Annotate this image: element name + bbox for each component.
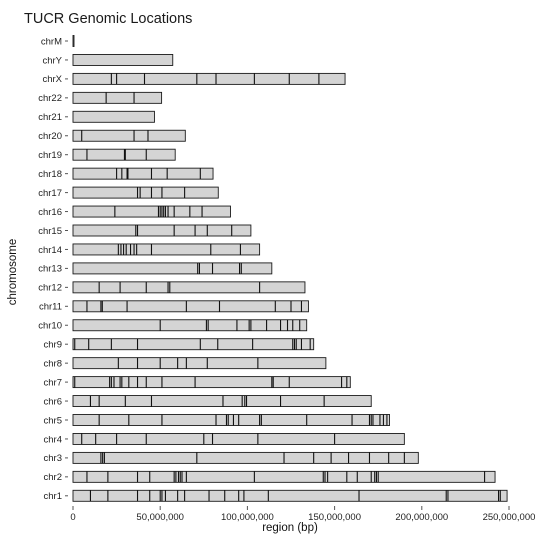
y-tick-label-chrX: chrX <box>42 74 62 85</box>
chromosome-bar-chr17 <box>72 186 219 199</box>
y-tick-label-chr18: chr18 <box>38 169 62 180</box>
chromosome-bar-chr5 <box>72 414 390 426</box>
y-tick-label-chr13: chr13 <box>38 264 62 275</box>
y-tick-label-chr19: chr19 <box>38 150 62 161</box>
y-tick-label-chr21: chr21 <box>38 112 62 123</box>
y-tick-label-chr16: chr16 <box>38 207 62 218</box>
chromosome-bar-chr8 <box>72 357 327 370</box>
chromosome-bar-chr10 <box>72 319 308 332</box>
y-tick-label-chr14: chr14 <box>38 245 62 256</box>
y-tick-label-chrM: chrM <box>41 36 62 47</box>
chart-title: TUCR Genomic Locations <box>24 11 192 27</box>
x-tick-label-1: 50,000,000 <box>136 512 184 523</box>
y-tick-label-chr15: chr15 <box>38 226 62 237</box>
chromosome-bar-chr15 <box>72 224 252 237</box>
y-tick-label-chr17: chr17 <box>38 188 62 199</box>
chromosome-bar-chr7 <box>72 376 351 389</box>
y-tick-label-chr2: chr2 <box>44 472 62 483</box>
x-axis: 0 50,000,000 100,000,000 150,000,000 200,000… <box>70 506 535 523</box>
x-tick-label-2: 100,000,000 <box>221 512 274 523</box>
y-axis: chrM chrY chrX chr22 chr21 chr20 chr19 chr18 chr… <box>38 36 68 502</box>
y-tick-label-chrY: chrY <box>42 55 62 66</box>
chromosome-bar-chr4 <box>72 433 405 445</box>
chromosome-bar-chr16 <box>72 205 231 218</box>
x-tick-label-0: 0 <box>70 512 75 523</box>
chromosome-bar-chr20 <box>72 129 186 142</box>
chromosome-bar-chrY <box>72 54 174 66</box>
y-tick-label-chr12: chr12 <box>38 283 62 294</box>
y-tick-label-chr8: chr8 <box>44 358 62 369</box>
y-tick-label-chr6: chr6 <box>44 396 62 407</box>
y-tick-label-chr11: chr11 <box>39 302 62 313</box>
y-tick-label-chr4: chr4 <box>44 434 62 445</box>
x-tick-label-5: 250,000,000 <box>483 512 536 523</box>
chromosome-bar-chr2 <box>72 470 496 483</box>
chromosome-bar-chr3 <box>72 451 419 464</box>
chromosome-bar-chrX <box>72 72 346 85</box>
chromosome-bar-chr9 <box>72 338 315 351</box>
y-tick-label-chr20: chr20 <box>38 131 62 142</box>
chromosome-bar-chr12 <box>72 281 306 294</box>
chromosome-bar-chrM <box>72 35 75 47</box>
y-axis-title: chromosome <box>7 239 19 305</box>
chromosome-bar-chr21 <box>72 110 155 123</box>
y-tick-label-chr5: chr5 <box>44 415 62 426</box>
y-tick-label-chr7: chr7 <box>44 377 62 388</box>
chromosome-bar-chr11 <box>72 300 309 313</box>
chromosome-bar-chr14 <box>72 243 261 256</box>
y-tick-label-chr1: chr1 <box>44 491 62 502</box>
chromosome-bar-chr1 <box>72 489 508 502</box>
chromosome-bars <box>72 35 508 502</box>
x-tick-label-3: 150,000,000 <box>308 512 361 523</box>
y-tick-label-chr9: chr9 <box>44 340 62 351</box>
x-axis-title: region (bp) <box>262 522 318 534</box>
chromosome-bar-chr18 <box>72 167 214 180</box>
chromosome-bar-chr6 <box>72 395 372 407</box>
y-tick-label-chr22: chr22 <box>38 93 62 104</box>
chromosome-bar-chr13 <box>72 262 273 275</box>
chromosome-bar-chr22 <box>72 91 163 104</box>
y-tick-label-chr3: chr3 <box>44 453 62 464</box>
x-tick-label-4: 200,000,000 <box>395 512 448 523</box>
y-tick-label-chr10: chr10 <box>38 321 62 332</box>
